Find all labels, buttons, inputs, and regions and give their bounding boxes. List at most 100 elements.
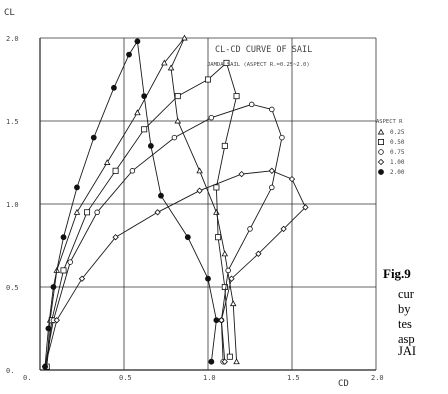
data-point [213, 208, 220, 215]
y-tick-label: 0.5 [6, 284, 19, 292]
data-point [205, 275, 211, 282]
data-point [42, 363, 48, 370]
data-point [229, 300, 237, 307]
data-point [302, 204, 309, 211]
chart-grid [39, 37, 377, 371]
data-point [129, 168, 136, 174]
data-point [74, 184, 80, 191]
data-point [225, 267, 231, 274]
data-point [269, 184, 275, 191]
data-point [255, 250, 262, 257]
data-point [174, 117, 182, 124]
x-tick-label: 1.5 [287, 374, 300, 382]
legend-title: ASPECT R [376, 119, 403, 125]
data-point [154, 209, 161, 216]
legend-label: 0.25 [390, 129, 405, 136]
chart-subtitle: JAMDA SAIL (ASPECT R.=0.25~2.0) [207, 62, 310, 68]
chart-series [41, 34, 309, 370]
data-point [161, 59, 168, 66]
data-point [147, 142, 154, 149]
data-point [223, 59, 230, 66]
data-point [50, 284, 57, 290]
data-point [84, 209, 91, 216]
y-tick-label: 2.0 [6, 35, 19, 43]
data-point [238, 170, 245, 178]
data-point [269, 106, 275, 113]
data-point [174, 93, 181, 100]
data-point [158, 192, 164, 199]
data-point [218, 317, 225, 324]
figure-caption-line: by [398, 302, 411, 316]
data-point [94, 209, 100, 216]
data-point [208, 358, 215, 365]
data-point [141, 126, 148, 133]
legend-marker [377, 158, 385, 166]
data-point [247, 226, 253, 232]
series-line [44, 103, 283, 367]
data-point [171, 134, 178, 141]
data-point [53, 317, 60, 324]
data-point [181, 34, 188, 41]
data-point [134, 38, 141, 45]
data-point [233, 358, 240, 365]
figure-caption-line: JAI [398, 344, 417, 358]
legend-marker [377, 138, 384, 145]
data-point [288, 175, 296, 183]
figure-caption-line: tes [398, 317, 412, 331]
data-point [60, 267, 67, 274]
data-point [208, 114, 215, 121]
data-point [126, 51, 132, 58]
data-point [112, 167, 119, 174]
data-point [111, 84, 117, 91]
data-point [196, 167, 203, 174]
data-point [45, 325, 52, 332]
y-tick-label: 1.5 [6, 118, 19, 126]
data-point [112, 234, 119, 241]
chart-title: CL-CD CURVE OF SAIL [215, 45, 312, 55]
legend-label: 0.50 [390, 139, 405, 146]
y-tick-label: 1.0 [6, 201, 19, 209]
data-point [184, 234, 191, 241]
data-point [248, 101, 255, 108]
data-point [221, 283, 228, 290]
data-point [268, 167, 276, 174]
data-point [213, 184, 220, 191]
chart-tick-labels: 0. 0.5 1.0 1.5 2.0 0. 0.5 1.0 1.5 2.0 [6, 35, 384, 382]
data-point [196, 187, 203, 194]
legend-label: 2.00 [390, 169, 405, 176]
data-point [103, 159, 111, 165]
data-point [215, 234, 222, 241]
data-point [221, 250, 229, 257]
chart-legend: ASPECT R 0.25 0.50 0.75 1.00 2.00 [376, 119, 405, 176]
figure-caption-line: cur [398, 287, 414, 301]
data-point [221, 358, 228, 365]
data-point [204, 76, 211, 83]
data-point [90, 134, 97, 141]
x-tick-label: 1.0 [203, 374, 216, 382]
data-point [228, 275, 235, 282]
x-tick-label: 0. [23, 374, 31, 382]
data-point [233, 93, 240, 100]
data-point [280, 225, 287, 233]
data-point [221, 142, 228, 149]
legend-marker [378, 149, 384, 155]
data-point [141, 93, 148, 99]
data-point [226, 353, 233, 360]
data-point [60, 234, 67, 241]
y-tick-label: 0. [6, 367, 14, 375]
legend-label: 1.00 [390, 159, 405, 166]
legend-marker [377, 128, 385, 135]
data-point [279, 134, 285, 141]
data-point [67, 259, 73, 265]
data-point [134, 109, 141, 116]
legend-label: 0.75 [390, 149, 405, 156]
legend-marker [378, 169, 384, 175]
y-axis-label: CL [4, 8, 15, 18]
series-line [44, 39, 217, 367]
data-point [78, 275, 86, 282]
data-point [213, 317, 220, 324]
figure-caption-label: Fig.9 [383, 266, 411, 281]
x-axis-label: CD [338, 379, 349, 389]
figure-caption-line: asp [398, 332, 415, 346]
